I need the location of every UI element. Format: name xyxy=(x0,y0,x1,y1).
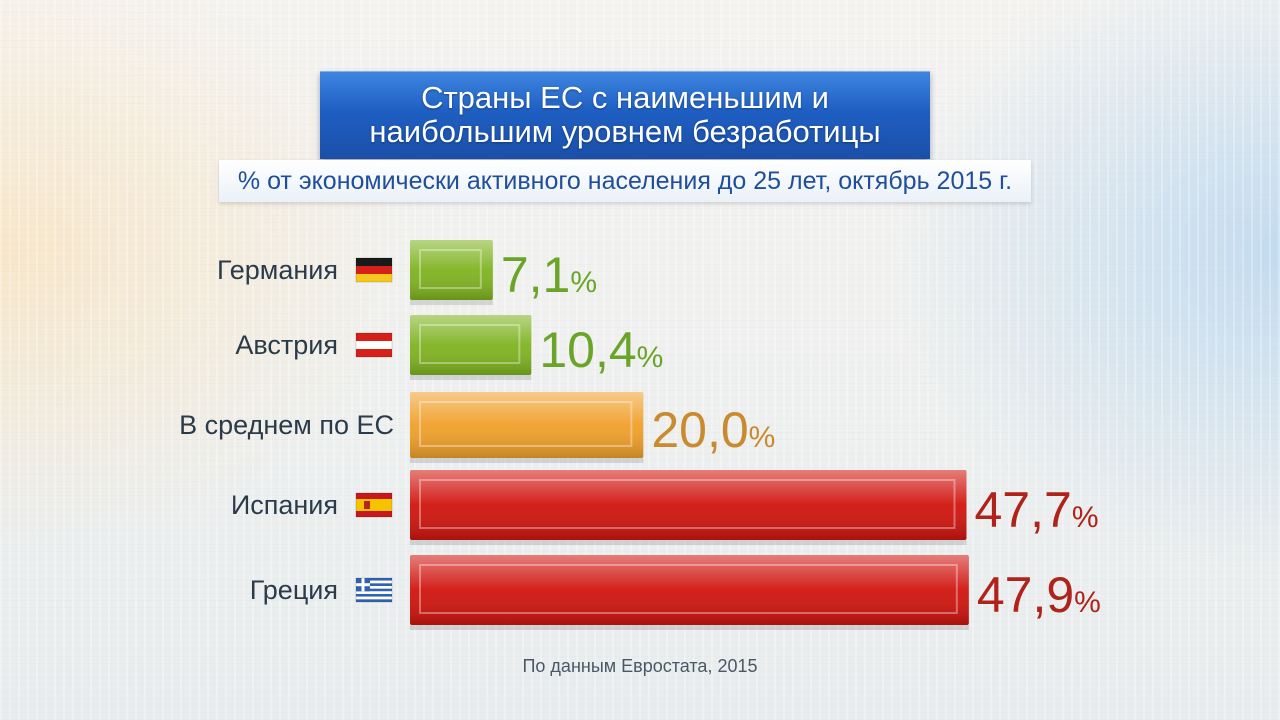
chart-subtitle: % от экономически активного населения до… xyxy=(237,166,1013,195)
chart-title-box: Страны ЕС с наименьшим и наибольшим уров… xyxy=(320,71,930,159)
value-label: 47,9% xyxy=(977,567,1101,623)
bar xyxy=(410,470,967,545)
chart-title: Страны ЕС с наименьшим и наибольшим уров… xyxy=(369,80,881,149)
value-label: 47,7% xyxy=(975,482,1099,538)
category-label: Испания xyxy=(231,490,338,520)
value-label: 10,4% xyxy=(539,322,663,378)
category-label: В среднем по ЕС xyxy=(179,410,394,440)
category-label: Германия xyxy=(217,255,338,285)
value-label: 20,0% xyxy=(651,402,775,458)
spain-flag-icon xyxy=(355,492,393,518)
category-label: Австрия xyxy=(235,330,338,360)
germany-flag-icon xyxy=(355,257,393,283)
bar xyxy=(410,240,493,305)
source-note: По данным Евростата, 2015 xyxy=(522,656,758,676)
chart-subtitle-box: % от экономически активного населения до… xyxy=(219,160,1031,202)
value-label: 7,1% xyxy=(501,247,597,303)
bar xyxy=(410,315,532,380)
bar xyxy=(410,555,969,630)
austria-flag-icon xyxy=(355,332,393,358)
bar xyxy=(410,392,644,463)
category-label: Греция xyxy=(250,575,338,605)
greece-flag-icon xyxy=(355,577,393,603)
